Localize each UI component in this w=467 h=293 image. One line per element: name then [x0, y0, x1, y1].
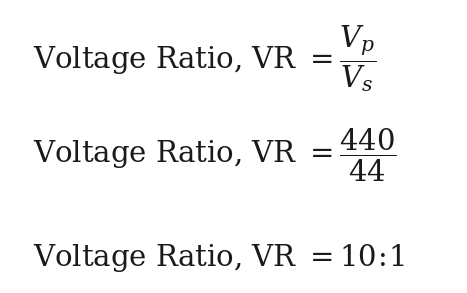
Text: Voltage Ratio, VR $= 10\!:\! 1$: Voltage Ratio, VR $= 10\!:\! 1$	[33, 242, 404, 274]
Text: Voltage Ratio, VR $= \dfrac{V_p}{V_s}$: Voltage Ratio, VR $= \dfrac{V_p}{V_s}$	[33, 23, 376, 94]
Text: Voltage Ratio, VR $= \dfrac{440}{44}$: Voltage Ratio, VR $= \dfrac{440}{44}$	[33, 127, 396, 184]
